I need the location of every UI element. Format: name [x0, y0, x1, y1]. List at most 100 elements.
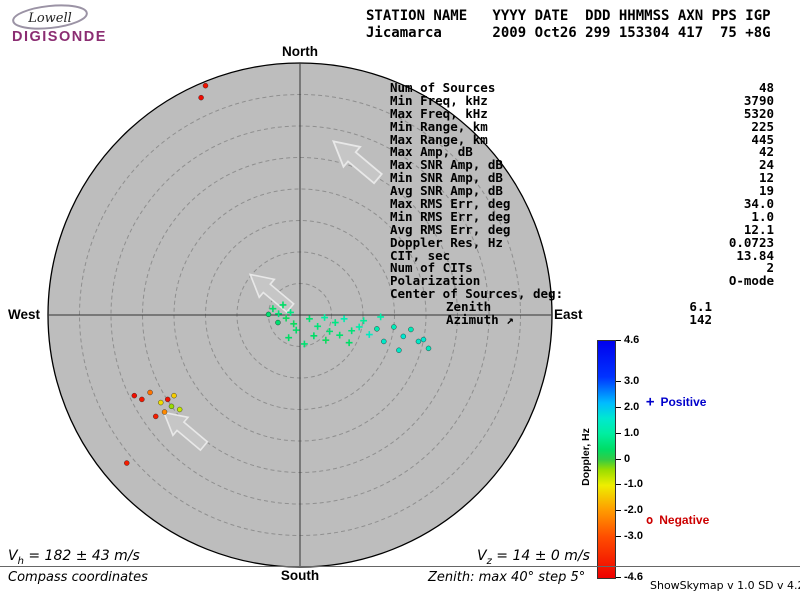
data-point-negative	[420, 336, 427, 343]
data-point-negative	[400, 333, 407, 340]
stat-value: 42	[758, 144, 774, 160]
data-point-negative	[198, 94, 204, 101]
data-point-negative	[396, 347, 402, 353]
legend-negative-label: Negative	[659, 513, 710, 527]
doppler-colorbar: 4.6 3.0 2.0 1.0 0 -1.0 -2.0 -3.0 -4.6	[597, 334, 692, 583]
legend-positive-label: Positive	[660, 395, 707, 409]
stat-row: Min Range, km 225	[390, 120, 774, 134]
stat-label: Min RMS Err, deg	[390, 208, 511, 224]
stat-label: Max Amp, dB	[390, 144, 473, 160]
stat-row: Min Freq, kHz 3790	[390, 92, 774, 108]
data-point-positive	[360, 317, 368, 325]
colorbar-tick-label: -2.0	[624, 504, 643, 517]
data-point-negative	[139, 396, 145, 403]
data-point-negative	[391, 324, 397, 330]
data-point-positive	[290, 320, 298, 328]
data-point-negative	[275, 319, 281, 326]
footer-divider	[0, 566, 800, 567]
stat-row: CIT, sec 13.84	[390, 247, 774, 263]
data-point-positive	[345, 339, 353, 347]
data-point-negative	[425, 345, 432, 352]
colorbar-tick-label: 4.6	[624, 334, 640, 346]
colorbar-axis-label: Doppler, Hz	[580, 428, 592, 486]
colorbar-tick-label: -4.6	[624, 571, 643, 583]
stat-row: Max SNR Amp, dB 24	[390, 157, 774, 173]
stat-label: Avg SNR Amp, dB	[390, 183, 503, 199]
data-point-negative	[408, 326, 414, 333]
colorbar-tick-mark	[616, 458, 621, 460]
data-point-negative	[168, 403, 175, 410]
vertical-velocity-readout: Vz = 14 ± 0 m/s	[477, 548, 590, 567]
software-version: ShowSkymap v 1.0 SD v 4.2	[650, 579, 800, 592]
stat-row: Center of Sources, deg:	[390, 287, 774, 301]
stat-row: Avg SNR Amp, dB 19	[390, 183, 774, 199]
stat-label: Azimuth ↗	[446, 312, 514, 328]
stat-value: 445	[751, 131, 774, 147]
data-point-positive	[314, 322, 322, 330]
data-point-negative	[381, 338, 387, 345]
colorbar-tick-mark	[616, 484, 621, 486]
data-point-negative	[153, 413, 159, 420]
data-point-positive	[348, 327, 356, 335]
colorbar-tick-mark	[616, 381, 621, 383]
data-point-negative	[124, 460, 130, 466]
stat-label: Max Freq, kHz	[390, 105, 488, 121]
stat-value: 2	[766, 260, 774, 276]
stat-label: Max Range, km	[390, 131, 488, 147]
data-point-positive	[340, 315, 348, 323]
stat-label: Min SNR Amp, dB	[390, 170, 503, 186]
stat-row: Avg RMS Err, deg 12.1	[390, 221, 774, 237]
logo-swoosh-icon	[12, 4, 88, 30]
data-point-positive	[306, 315, 313, 323]
stat-label: CIT, sec	[390, 247, 451, 263]
stat-value: 1.0	[751, 208, 774, 224]
stat-value: O-mode	[728, 273, 774, 289]
data-point-positive	[331, 319, 339, 326]
data-point-positive	[269, 305, 277, 313]
stat-value: 142	[689, 312, 712, 328]
axis-label-east: East	[554, 307, 583, 322]
lowell-digisonde-logo: Lowell DIGISONDE	[12, 4, 105, 45]
stat-row: Polarization O-mode	[390, 273, 774, 289]
legend-negative: o Negative	[646, 513, 709, 527]
axis-label-west: West	[8, 307, 41, 322]
logo-lowell-text: Lowell	[27, 11, 72, 26]
stat-row: Max Range, km 445	[390, 131, 774, 147]
data-point-negative	[415, 338, 422, 345]
data-point-positive	[355, 323, 363, 331]
data-point-negative	[176, 406, 183, 413]
colorbar-tick-mark	[616, 577, 621, 578]
stat-label: Doppler Res, Hz	[390, 234, 503, 250]
stat-label: Max SNR Amp, dB	[390, 157, 503, 173]
data-point-positive	[336, 331, 344, 339]
stat-value: 0.0723	[728, 234, 774, 250]
stat-label: Max RMS Err, deg	[390, 196, 511, 212]
stat-value: 24	[758, 157, 774, 173]
stat-value: 34.0	[743, 196, 774, 212]
drift-direction-arrow	[162, 411, 209, 452]
data-point-positive	[301, 340, 308, 348]
stat-value: 12.1	[743, 221, 774, 237]
plus-marker-icon: +	[646, 394, 655, 410]
stat-value: 48	[758, 80, 774, 95]
data-point-negative	[164, 396, 171, 403]
stat-value: 3790	[743, 92, 774, 108]
stat-label: Avg RMS Err, deg	[390, 221, 511, 237]
stat-label: Polarization	[390, 273, 481, 289]
data-point-positive	[326, 327, 334, 335]
data-point-negative	[265, 311, 272, 318]
stat-value: 6.1	[689, 299, 712, 315]
horizontal-velocity-readout: Vh = 182 ± 43 m/s	[8, 548, 140, 567]
measurement-stats-panel: Num of Sources 48 Min Freq, kHz 3790 Max Fre…	[390, 80, 774, 328]
colorbar-tick-mark	[616, 340, 621, 341]
stat-row: Num of CITs 2	[390, 262, 774, 275]
zenith-range-note: Zenith: max 40° step 5°	[428, 570, 586, 585]
stat-value: 12	[758, 170, 774, 186]
stat-value: 19	[758, 183, 774, 199]
colorbar-tick-label: -1.0	[624, 478, 643, 491]
colorbar-tick-mark	[616, 510, 621, 512]
stat-row: Min RMS Err, deg 1.0	[390, 208, 774, 224]
data-point-positive	[377, 313, 385, 321]
colorbar-tick-mark	[616, 406, 621, 408]
stat-value: 5320	[743, 105, 774, 121]
